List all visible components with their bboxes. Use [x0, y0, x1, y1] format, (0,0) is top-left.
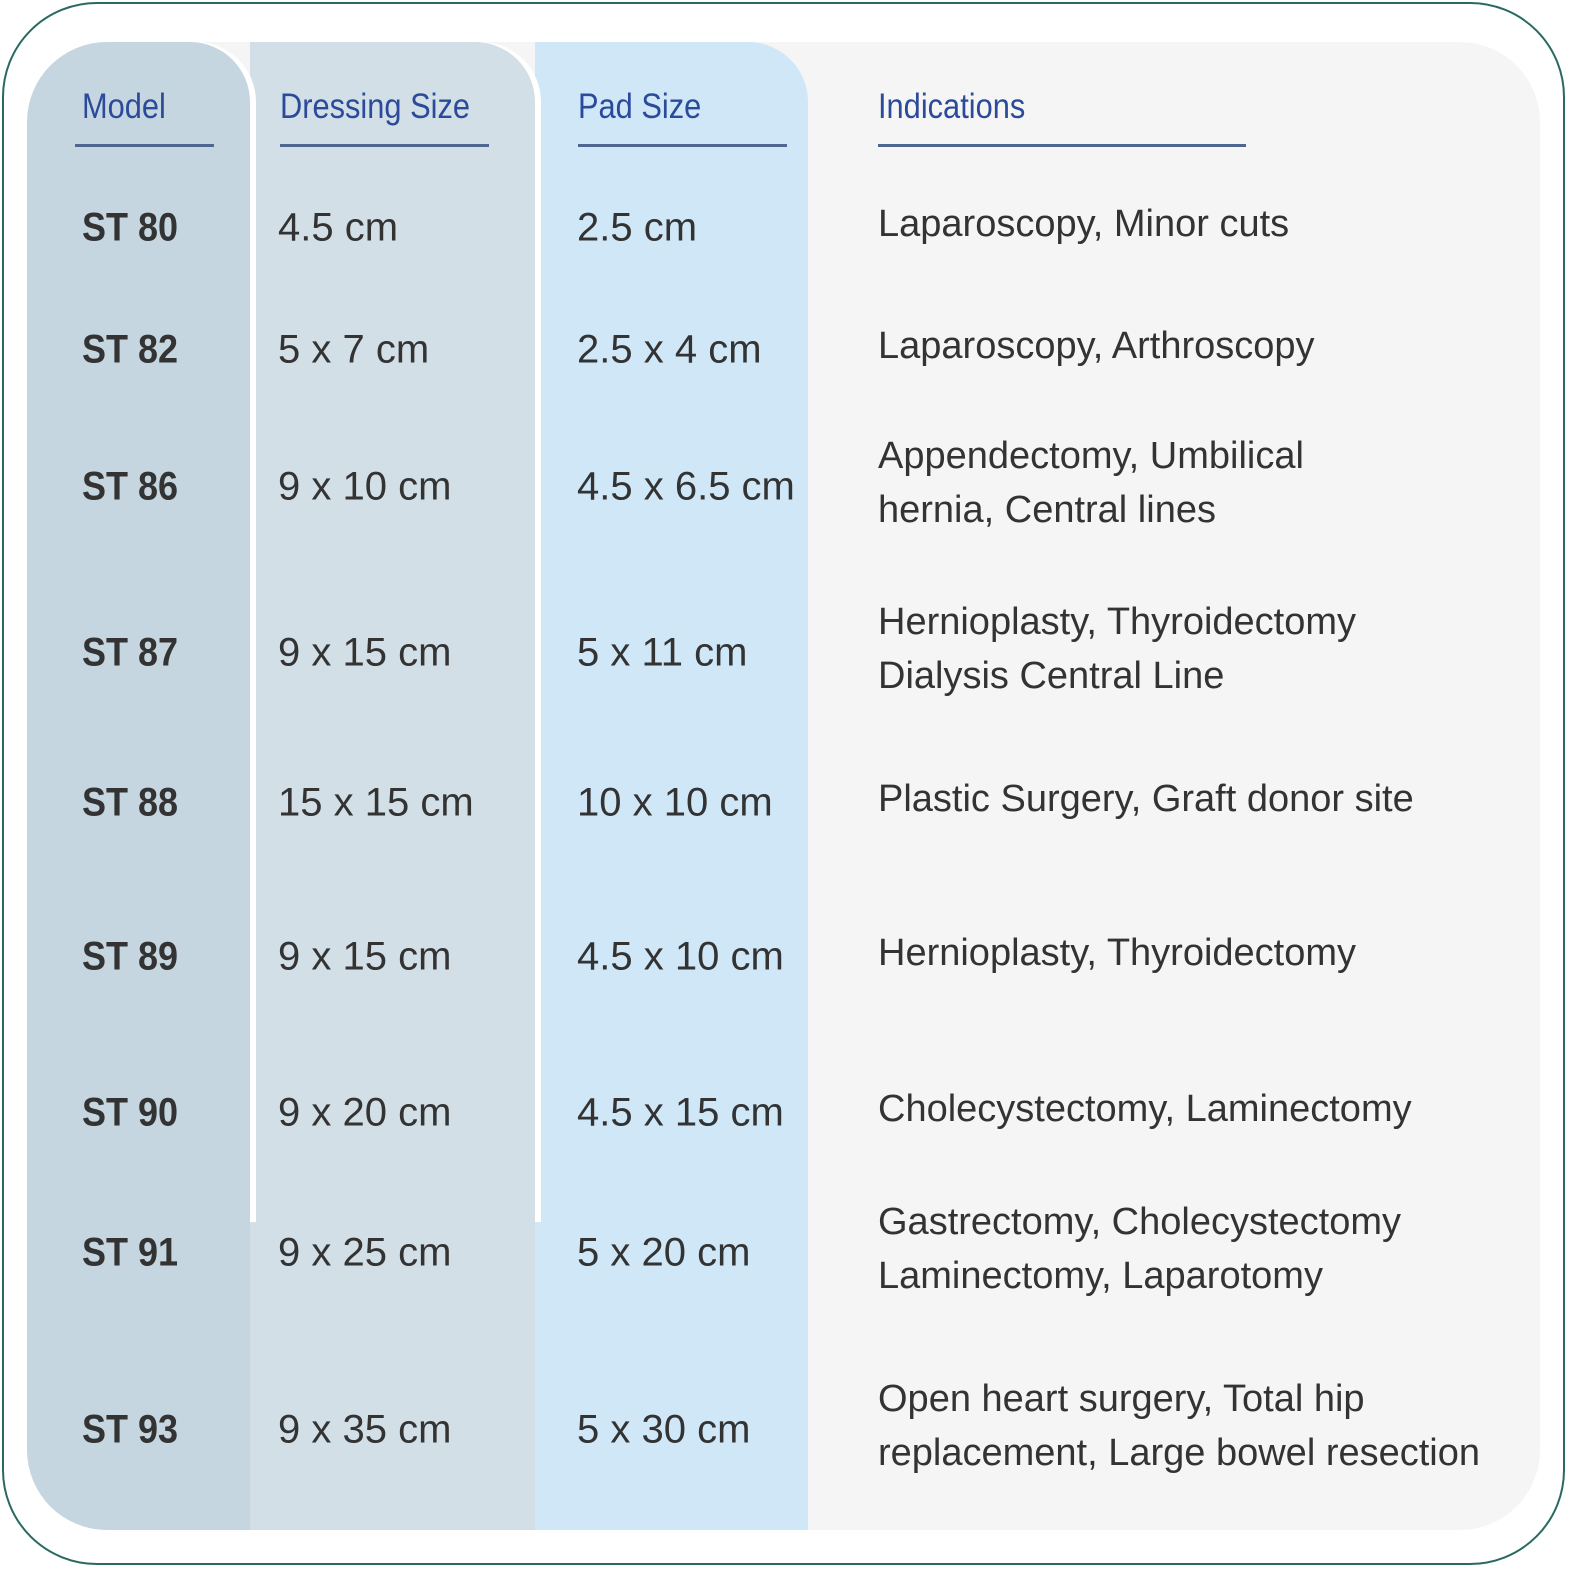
model-cell: ST 89 [82, 934, 179, 979]
indications-cell: Gastrectomy, Cholecystectomy Laminectomy,… [878, 1195, 1401, 1303]
indications-line: Laminectomy, Laparotomy [878, 1255, 1323, 1297]
model-cell: ST 80 [82, 205, 179, 250]
model-cell: ST 90 [82, 1090, 179, 1135]
indications-cell: Open heart surgery, Total hip replacement… [878, 1372, 1480, 1480]
header-indications: Indications [878, 87, 1026, 126]
indications-line: Hernioplasty, Thyroidectomy [878, 601, 1357, 643]
indications-line: Plastic Surgery, Graft donor site [878, 778, 1414, 820]
product-table [27, 42, 1540, 1530]
header-underline [578, 144, 787, 147]
pad-size-cell: 5 x 30 cm [577, 1407, 751, 1452]
dressing-size-cell: 9 x 15 cm [278, 630, 452, 675]
pad-size-cell: 4.5 x 15 cm [577, 1090, 784, 1135]
model-cell: ST 93 [82, 1407, 179, 1452]
header-underline [280, 144, 489, 147]
indications-line: Dialysis Central Line [878, 655, 1225, 697]
indications-line: replacement, Large bowel resection [878, 1432, 1481, 1474]
indications-line: Hernioplasty, Thyroidectomy [878, 932, 1357, 974]
model-column-bg [27, 42, 250, 1222]
dressing-size-cell: 9 x 10 cm [278, 464, 452, 509]
indications-line: Gastrectomy, Cholecystectomy [878, 1201, 1402, 1243]
indications-cell: Appendectomy, Umbilical hernia, Central l… [878, 429, 1304, 537]
indications-cell: Laparoscopy, Minor cuts [878, 197, 1289, 251]
pad-size-cell: 4.5 x 6.5 cm [577, 464, 795, 509]
header-model: Model [82, 87, 166, 126]
pad-size-cell: 5 x 11 cm [577, 630, 748, 675]
indications-cell: Hernioplasty, Thyroidectomy [878, 926, 1356, 980]
model-cell: ST 86 [82, 464, 179, 509]
indications-line: hernia, Central lines [878, 489, 1216, 531]
indications-line: Laparoscopy, Minor cuts [878, 203, 1290, 245]
dressing-size-column-bg [250, 42, 535, 1222]
dressing-size-cell: 9 x 35 cm [278, 1407, 452, 1452]
pad-size-column-bg [535, 42, 808, 1530]
pad-size-cell: 2.5 cm [577, 205, 698, 250]
dressing-size-cell: 5 x 7 cm [278, 327, 430, 372]
pad-size-cell: 10 x 10 cm [577, 780, 773, 825]
indications-line: Appendectomy, Umbilical [878, 435, 1304, 477]
pad-size-cell: 5 x 20 cm [577, 1230, 751, 1275]
indications-cell: Plastic Surgery, Graft donor site [878, 772, 1414, 826]
header-pad-size: Pad Size [578, 87, 702, 126]
dressing-size-cell: 9 x 20 cm [278, 1090, 452, 1135]
indications-line: Open heart surgery, Total hip [878, 1378, 1365, 1420]
pad-size-cell: 2.5 x 4 cm [577, 327, 762, 372]
header-underline [878, 144, 1246, 147]
pad-size-cell: 4.5 x 10 cm [577, 934, 784, 979]
model-cell: ST 88 [82, 780, 179, 825]
indications-cell: Hernioplasty, Thyroidectomy Dialysis Cent… [878, 595, 1356, 703]
indications-line: Laparoscopy, Arthroscopy [878, 325, 1315, 367]
indications-cell: Cholecystectomy, Laminectomy [878, 1082, 1412, 1136]
indications-cell: Laparoscopy, Arthroscopy [878, 319, 1315, 373]
dressing-size-cell: 9 x 15 cm [278, 934, 452, 979]
dressing-size-cell: 9 x 25 cm [278, 1230, 452, 1275]
header-underline [75, 144, 214, 147]
dressing-size-cell: 15 x 15 cm [278, 780, 474, 825]
model-cell: ST 87 [82, 630, 179, 675]
model-column-bg-bottom [27, 1222, 250, 1530]
model-cell: ST 82 [82, 327, 179, 372]
dressing-size-cell: 4.5 cm [278, 205, 399, 250]
dressing-size-column-bg-bottom [250, 1222, 535, 1530]
header-dressing-size: Dressing Size [280, 87, 471, 126]
model-cell: ST 91 [82, 1230, 179, 1275]
indications-line: Cholecystectomy, Laminectomy [878, 1088, 1412, 1130]
